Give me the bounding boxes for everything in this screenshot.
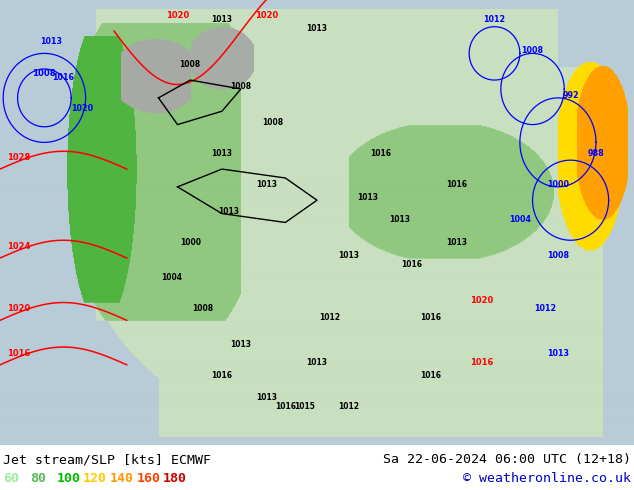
Text: 1000: 1000 <box>547 180 569 189</box>
Text: 1008: 1008 <box>32 69 56 77</box>
Text: 100: 100 <box>56 472 81 486</box>
Text: 1008: 1008 <box>179 60 201 69</box>
Text: 1012: 1012 <box>338 402 359 411</box>
Text: 1013: 1013 <box>306 24 328 33</box>
Text: 1013: 1013 <box>217 207 239 216</box>
Text: © weatheronline.co.uk: © weatheronline.co.uk <box>463 472 631 486</box>
Text: 1013: 1013 <box>446 238 467 246</box>
Text: 120: 120 <box>83 472 107 486</box>
Text: 1008: 1008 <box>230 82 252 91</box>
Text: 1008: 1008 <box>547 251 569 260</box>
Text: 1028: 1028 <box>8 153 30 162</box>
Text: 1008: 1008 <box>262 118 283 126</box>
Text: 1020: 1020 <box>255 11 278 20</box>
Text: 1020: 1020 <box>8 304 30 314</box>
Text: 1013: 1013 <box>338 251 359 260</box>
Text: 140: 140 <box>110 472 134 486</box>
Text: 1013: 1013 <box>211 15 233 24</box>
Text: 1016: 1016 <box>446 180 467 189</box>
Text: 1016: 1016 <box>470 358 493 367</box>
Text: 1013: 1013 <box>256 180 277 189</box>
Text: 1004: 1004 <box>509 216 531 224</box>
Text: 1013: 1013 <box>357 193 378 202</box>
Text: 1016: 1016 <box>275 402 296 411</box>
Text: 180: 180 <box>163 472 187 486</box>
Text: 1013: 1013 <box>40 38 61 47</box>
Text: 80: 80 <box>30 472 46 486</box>
Text: Jet stream/SLP [kts] ECMWF: Jet stream/SLP [kts] ECMWF <box>3 453 211 466</box>
Text: 1020: 1020 <box>470 295 493 305</box>
Text: 1016: 1016 <box>211 371 233 380</box>
Text: 1020: 1020 <box>166 11 189 20</box>
Text: Sa 22-06-2024 06:00 UTC (12+18): Sa 22-06-2024 06:00 UTC (12+18) <box>383 453 631 466</box>
Text: 1013: 1013 <box>306 358 328 367</box>
Text: 1008: 1008 <box>192 304 214 314</box>
Text: 1016: 1016 <box>370 149 391 158</box>
Text: 1016: 1016 <box>8 349 30 358</box>
Text: 1013: 1013 <box>389 216 410 224</box>
Text: 988: 988 <box>588 149 604 158</box>
Text: 1008: 1008 <box>522 47 543 55</box>
Text: 1020: 1020 <box>72 104 93 113</box>
Text: 992: 992 <box>562 91 579 100</box>
Text: 1012: 1012 <box>484 15 505 24</box>
Text: 60: 60 <box>3 472 19 486</box>
Text: 1013: 1013 <box>547 349 569 358</box>
Text: 1012: 1012 <box>319 313 340 322</box>
Text: 1016: 1016 <box>53 73 74 82</box>
Text: 1000: 1000 <box>179 238 201 246</box>
Text: 1016: 1016 <box>420 371 442 380</box>
Text: 1013: 1013 <box>230 340 252 349</box>
Text: 1013: 1013 <box>256 393 277 402</box>
Text: 1016: 1016 <box>401 260 423 269</box>
Text: 1015: 1015 <box>294 402 314 411</box>
Text: 1013: 1013 <box>211 149 233 158</box>
Text: 1004: 1004 <box>160 273 182 282</box>
Text: 160: 160 <box>136 472 160 486</box>
Text: 1016: 1016 <box>420 313 442 322</box>
Text: 1024: 1024 <box>8 242 30 251</box>
Text: 1012: 1012 <box>534 304 556 314</box>
